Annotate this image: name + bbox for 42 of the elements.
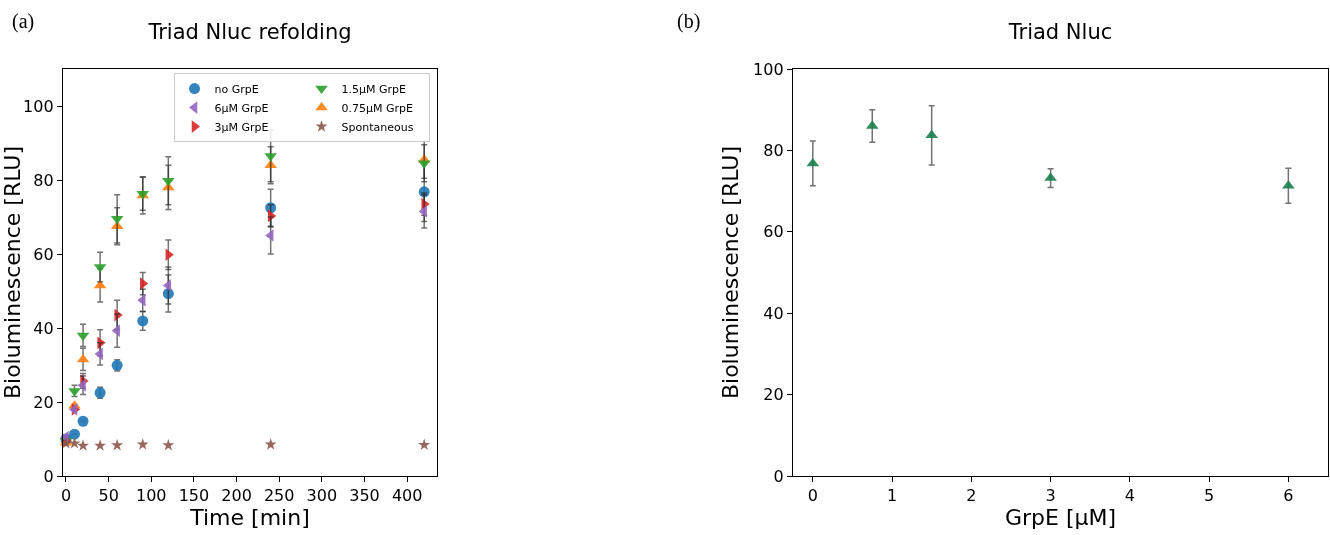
y-tick-label: 60 [763,222,784,242]
x-tick-label: 0 [60,486,72,506]
legend-label: no GrpE [214,82,259,96]
x-tick-label: 200 [221,486,252,506]
x-tick-label: 5 [1204,486,1215,506]
x-tick-label: 150 [178,486,210,506]
y-tick-label: 100 [753,59,784,79]
y-axis-title: Bioluminescence [RLU] [0,145,25,400]
y-tick-label: 100 [23,96,54,116]
y-tick-label: 20 [763,385,784,405]
y-tick-label: 40 [33,318,54,338]
x-tick-label: 0 [807,486,818,506]
y-tick-label: 60 [33,244,54,264]
x-tick-label: 6 [1283,486,1294,506]
y-tick-label: 80 [33,170,54,190]
x-tick-label: 350 [349,486,380,506]
chart-title: Triad Nluc refolding [147,20,352,44]
x-tick-label: 2 [966,486,977,506]
chart-title: Triad Nluc [1007,20,1113,44]
y-axis-title: Bioluminescence [RLU] [717,145,743,400]
legend-label: Spontaneous [341,120,414,134]
text: (a) [12,10,35,33]
legend-label: 3μM GrpE [214,120,269,134]
y-tick-label: 80 [763,141,784,160]
x-tick-label: 4 [1124,486,1135,506]
x-tick-label: 50 [98,486,119,506]
legend-label: 6μM GrpE [214,101,269,115]
legend-label: 0.75μM GrpE [341,101,414,115]
text: (b) [677,10,701,33]
x-axis-title: GrpE [μM] [1004,505,1117,531]
x-tick-label: 100 [136,486,167,506]
y-tick-label: 20 [33,392,54,412]
x-tick-label: 300 [306,486,338,506]
y-tick-label: 0 [43,466,54,486]
x-tick-label: 250 [263,486,295,506]
y-tick-label: 40 [763,303,784,323]
legend-label: 1.5μM GrpE [341,82,407,96]
x-tick-label: 400 [391,486,423,506]
x-tick-label: 1 [886,486,898,506]
x-tick-label: 3 [1045,486,1056,506]
y-tick-label: 0 [773,466,784,486]
x-axis-title: Time [min] [189,505,310,531]
